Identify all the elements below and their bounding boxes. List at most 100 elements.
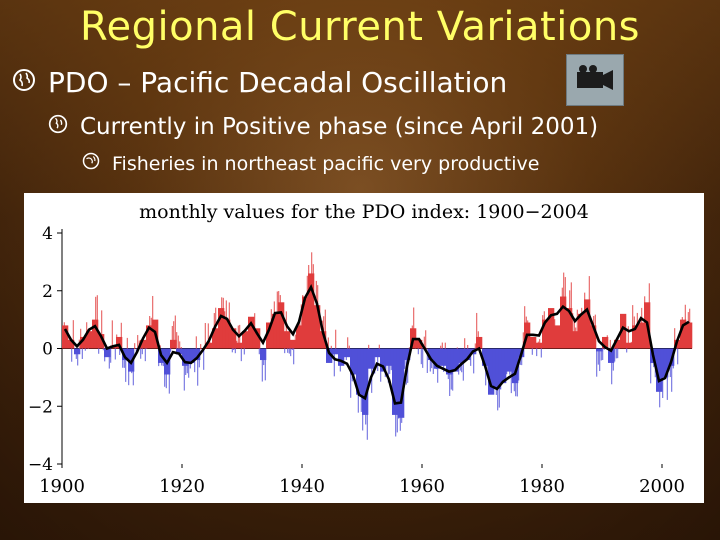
data-bar bbox=[176, 348, 183, 355]
data-bar bbox=[344, 348, 351, 358]
data-bar bbox=[290, 339, 297, 349]
globe-asia-icon bbox=[82, 152, 100, 175]
data-bar bbox=[452, 348, 459, 372]
data-bar bbox=[458, 348, 465, 363]
data-bar bbox=[62, 325, 69, 349]
pdo-chart-svg: monthly values for the PDO index: 1900−2… bbox=[28, 201, 693, 497]
data-bar bbox=[170, 339, 177, 349]
data-bar bbox=[146, 325, 153, 349]
data-bar bbox=[638, 322, 645, 349]
smoothed-series-line bbox=[63, 283, 690, 405]
chart-title: monthly values for the PDO index: 1900−2… bbox=[139, 201, 589, 223]
data-bar bbox=[314, 305, 321, 349]
data-bar bbox=[596, 348, 603, 352]
y-tick-label: −2 bbox=[28, 397, 53, 417]
data-bar bbox=[536, 342, 543, 349]
data-bar bbox=[440, 348, 447, 366]
data-bar bbox=[248, 316, 255, 349]
data-bar bbox=[254, 328, 261, 349]
data-bar bbox=[260, 348, 267, 361]
globe-americas-icon bbox=[12, 66, 36, 99]
data-bar bbox=[230, 328, 237, 349]
x-tick-label: 1900 bbox=[39, 476, 85, 497]
data-bar bbox=[464, 348, 471, 361]
data-bar bbox=[188, 348, 195, 363]
data-bar bbox=[608, 348, 615, 363]
data-bar bbox=[80, 336, 87, 349]
bullet-text: Currently in Positive phase (since April… bbox=[80, 114, 599, 140]
x-tick-label: 1920 bbox=[159, 476, 205, 497]
x-tick-label: 1940 bbox=[279, 476, 325, 497]
data-bar bbox=[614, 339, 621, 349]
video-camera-icon[interactable] bbox=[566, 54, 624, 106]
data-bar bbox=[332, 348, 339, 355]
data-bar bbox=[92, 319, 99, 349]
data-bar bbox=[482, 348, 489, 366]
bullet-pdo: PDO – Pacific Decadal Oscillation bbox=[12, 66, 507, 99]
x-tick-label: 2000 bbox=[639, 476, 685, 497]
data-bar bbox=[302, 296, 309, 349]
data-bar bbox=[686, 322, 693, 349]
y-tick-label: 0 bbox=[42, 340, 53, 360]
data-bar bbox=[242, 331, 249, 349]
data-bar bbox=[374, 348, 381, 358]
y-tick-label: 4 bbox=[42, 224, 53, 244]
data-bar bbox=[662, 348, 669, 378]
pdo-chart: monthly values for the PDO index: 1900−2… bbox=[24, 193, 704, 503]
bullet-fisheries: Fisheries in northeast pacific very prod… bbox=[82, 152, 539, 175]
data-bar bbox=[560, 296, 567, 349]
data-bar bbox=[296, 325, 303, 349]
data-bar bbox=[116, 336, 123, 349]
data-bar bbox=[350, 348, 357, 375]
x-tick-label: 1980 bbox=[519, 476, 565, 497]
data-bar bbox=[602, 336, 609, 349]
data-bar bbox=[632, 325, 639, 349]
data-bar bbox=[386, 348, 393, 366]
data-bar bbox=[194, 348, 201, 361]
data-bar bbox=[74, 348, 81, 355]
data-bar bbox=[506, 348, 513, 372]
data-bar bbox=[380, 348, 387, 372]
data-bar bbox=[572, 331, 579, 349]
data-bar bbox=[446, 348, 453, 375]
y-tick-label: −4 bbox=[28, 455, 53, 475]
data-bar bbox=[278, 302, 285, 349]
data-bar bbox=[308, 273, 315, 349]
globe-europe-icon bbox=[48, 114, 68, 140]
data-bar bbox=[680, 319, 687, 349]
data-bar bbox=[416, 339, 423, 349]
bullet-positive-phase: Currently in Positive phase (since April… bbox=[48, 114, 598, 140]
data-bar bbox=[86, 331, 93, 349]
data-bar bbox=[206, 342, 213, 349]
data-bar bbox=[266, 322, 273, 349]
data-bar bbox=[434, 348, 441, 369]
data-bar bbox=[656, 348, 663, 392]
x-tick-label: 1960 bbox=[399, 476, 445, 497]
data-bar bbox=[488, 348, 495, 395]
data-bar bbox=[212, 328, 219, 349]
y-tick-label: 2 bbox=[42, 282, 53, 302]
data-bar bbox=[530, 336, 537, 349]
data-bar bbox=[398, 348, 405, 418]
data-bar bbox=[512, 348, 519, 384]
data-bar bbox=[284, 331, 291, 349]
data-bar bbox=[272, 313, 279, 349]
data-bar bbox=[236, 342, 243, 349]
data-bar bbox=[68, 339, 75, 349]
data-bar bbox=[356, 348, 363, 395]
data-bar bbox=[98, 334, 105, 349]
data-bar bbox=[566, 308, 573, 349]
data-bar bbox=[182, 348, 189, 366]
data-bar bbox=[140, 339, 147, 349]
data-bar bbox=[626, 342, 633, 349]
data-bar bbox=[122, 348, 129, 361]
data-bar bbox=[500, 348, 507, 384]
data-bar bbox=[404, 348, 411, 361]
bullet-text: PDO – Pacific Decadal Oscillation bbox=[48, 66, 508, 99]
data-bar bbox=[338, 348, 345, 366]
data-bar bbox=[392, 348, 399, 415]
data-bar bbox=[368, 348, 375, 369]
data-bar bbox=[584, 299, 591, 349]
data-bar bbox=[578, 313, 585, 349]
